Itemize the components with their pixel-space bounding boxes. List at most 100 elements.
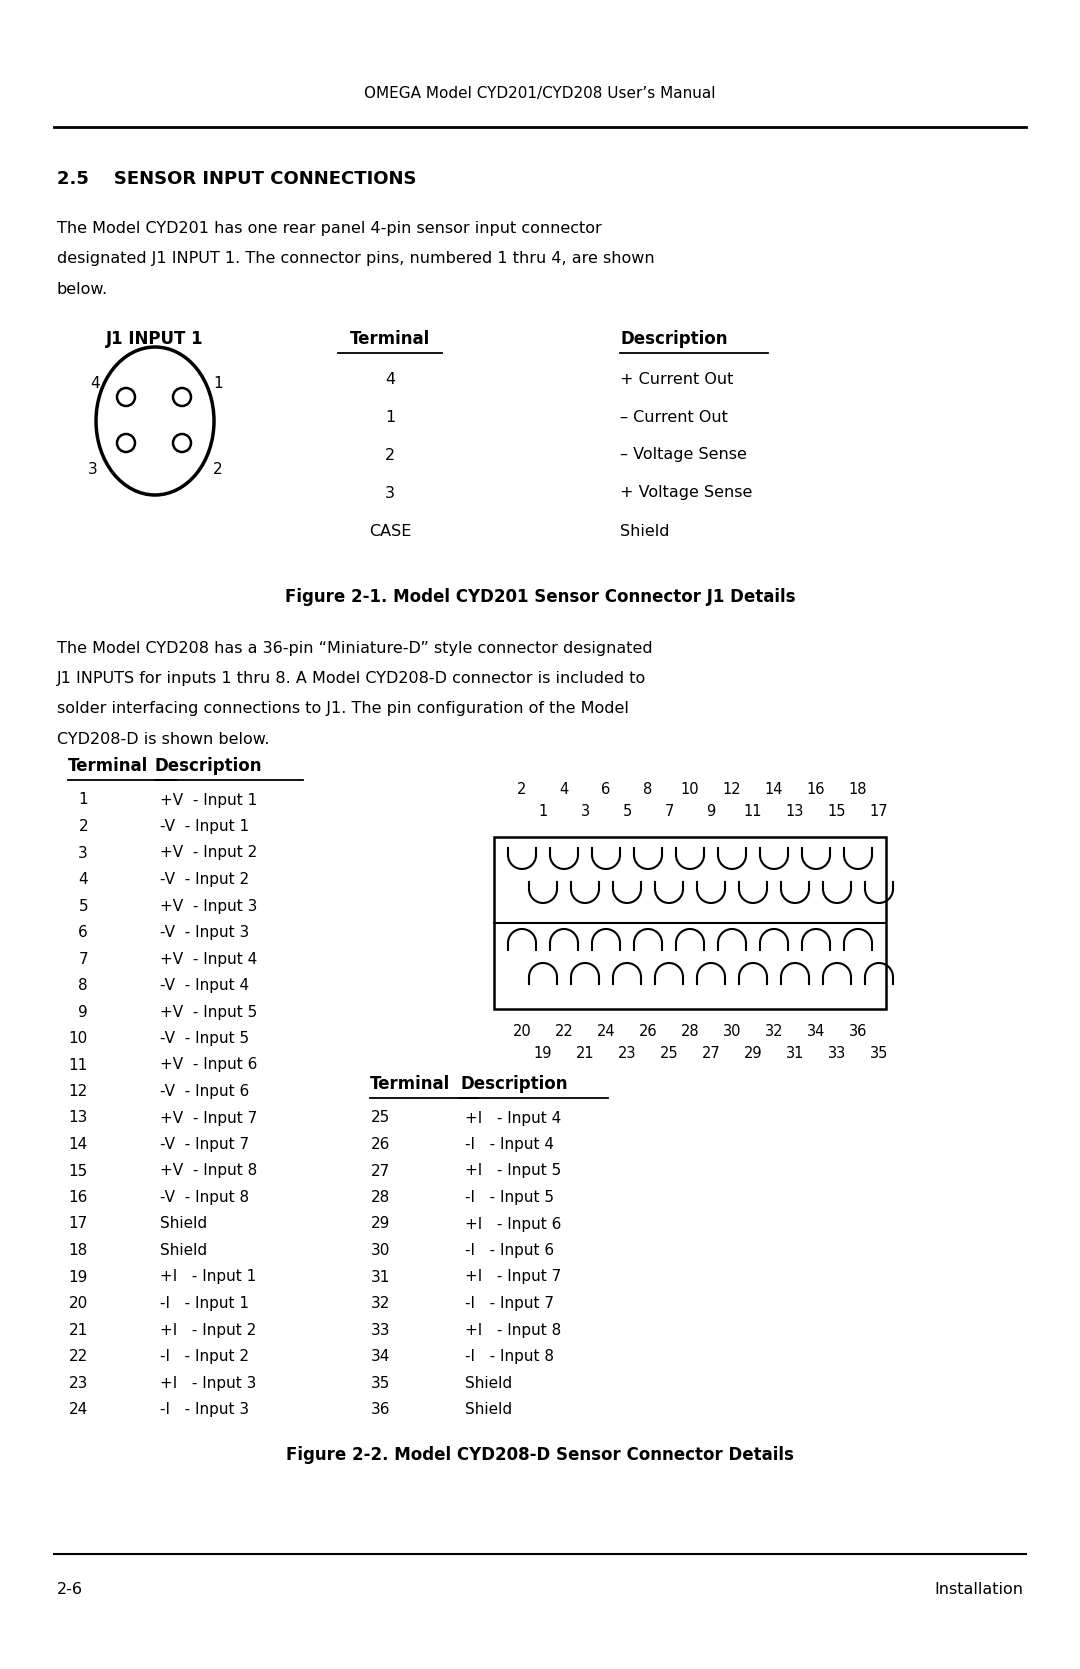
Text: 6: 6 bbox=[602, 781, 610, 796]
Text: Description: Description bbox=[156, 758, 262, 774]
Text: -V  - Input 6: -V - Input 6 bbox=[160, 1083, 249, 1098]
Text: Description: Description bbox=[460, 1075, 567, 1093]
Text: -V  - Input 5: -V - Input 5 bbox=[160, 1031, 249, 1046]
Text: -I   - Input 1: -I - Input 1 bbox=[160, 1297, 249, 1312]
Text: 26: 26 bbox=[370, 1137, 390, 1152]
Text: 7: 7 bbox=[79, 951, 87, 966]
Text: 4: 4 bbox=[79, 871, 87, 886]
Text: Terminal: Terminal bbox=[68, 758, 148, 774]
Text: 30: 30 bbox=[370, 1243, 390, 1258]
Text: 12: 12 bbox=[69, 1083, 87, 1098]
Text: 27: 27 bbox=[702, 1046, 720, 1061]
Text: +I   - Input 5: +I - Input 5 bbox=[465, 1163, 562, 1178]
Text: +V  - Input 4: +V - Input 4 bbox=[160, 951, 257, 966]
Text: 28: 28 bbox=[680, 1023, 700, 1038]
Text: 17: 17 bbox=[69, 1217, 87, 1232]
Text: 19: 19 bbox=[69, 1270, 87, 1285]
Text: 35: 35 bbox=[370, 1375, 390, 1390]
Text: 18: 18 bbox=[849, 781, 867, 796]
Text: J1 INPUT 1: J1 INPUT 1 bbox=[106, 330, 204, 349]
Text: solder interfacing connections to J1. The pin configuration of the Model: solder interfacing connections to J1. Th… bbox=[57, 701, 629, 716]
Text: 20: 20 bbox=[69, 1297, 87, 1312]
Text: 1: 1 bbox=[213, 377, 222, 392]
Text: -I   - Input 5: -I - Input 5 bbox=[465, 1190, 554, 1205]
Text: CASE: CASE bbox=[368, 524, 411, 539]
Text: 20: 20 bbox=[513, 1023, 531, 1038]
Text: Installation: Installation bbox=[934, 1582, 1023, 1597]
Text: 22: 22 bbox=[555, 1023, 573, 1038]
Text: 19: 19 bbox=[534, 1046, 552, 1061]
Text: 34: 34 bbox=[370, 1349, 390, 1364]
Text: 24: 24 bbox=[69, 1402, 87, 1417]
Text: Figure 2-2. Model CYD208-D Sensor Connector Details: Figure 2-2. Model CYD208-D Sensor Connec… bbox=[286, 1445, 794, 1464]
Text: 1: 1 bbox=[384, 409, 395, 424]
Text: 14: 14 bbox=[765, 781, 783, 796]
Text: 4: 4 bbox=[559, 781, 569, 796]
Text: J1 INPUTS for inputs 1 thru 8. A Model CYD208-D connector is included to: J1 INPUTS for inputs 1 thru 8. A Model C… bbox=[57, 671, 646, 686]
Text: +I   - Input 2: +I - Input 2 bbox=[160, 1322, 256, 1337]
Text: 31: 31 bbox=[370, 1270, 390, 1285]
Text: +I   - Input 4: +I - Input 4 bbox=[465, 1110, 562, 1125]
Text: 7: 7 bbox=[664, 803, 674, 818]
Text: 8: 8 bbox=[644, 781, 652, 796]
Text: 12: 12 bbox=[723, 781, 741, 796]
Text: 3: 3 bbox=[580, 803, 590, 818]
Text: 29: 29 bbox=[370, 1217, 390, 1232]
Text: 15: 15 bbox=[827, 803, 847, 818]
Text: 27: 27 bbox=[370, 1163, 390, 1178]
Text: 4: 4 bbox=[384, 372, 395, 387]
Text: -I   - Input 3: -I - Input 3 bbox=[160, 1402, 249, 1417]
Text: 1: 1 bbox=[538, 803, 548, 818]
Text: 13: 13 bbox=[69, 1110, 87, 1125]
Text: 10: 10 bbox=[69, 1031, 87, 1046]
Text: -I   - Input 8: -I - Input 8 bbox=[465, 1349, 554, 1364]
Text: 23: 23 bbox=[618, 1046, 636, 1061]
Text: 16: 16 bbox=[807, 781, 825, 796]
Text: -V  - Input 4: -V - Input 4 bbox=[160, 978, 249, 993]
Text: 14: 14 bbox=[69, 1137, 87, 1152]
Text: Shield: Shield bbox=[160, 1217, 207, 1232]
Text: -I   - Input 2: -I - Input 2 bbox=[160, 1349, 249, 1364]
Text: 31: 31 bbox=[786, 1046, 805, 1061]
Text: -V  - Input 3: -V - Input 3 bbox=[160, 925, 249, 940]
Text: +I   - Input 3: +I - Input 3 bbox=[160, 1375, 256, 1390]
Text: 9: 9 bbox=[706, 803, 716, 818]
Text: 3: 3 bbox=[89, 462, 98, 477]
Text: +V  - Input 1: +V - Input 1 bbox=[160, 793, 257, 808]
Text: 10: 10 bbox=[680, 781, 700, 796]
Text: 6: 6 bbox=[78, 925, 87, 940]
Text: below.: below. bbox=[57, 282, 108, 297]
Text: +V  - Input 3: +V - Input 3 bbox=[160, 898, 257, 913]
Text: +I   - Input 8: +I - Input 8 bbox=[465, 1322, 562, 1337]
Text: 21: 21 bbox=[69, 1322, 87, 1337]
Text: 15: 15 bbox=[69, 1163, 87, 1178]
Text: 35: 35 bbox=[869, 1046, 888, 1061]
Text: -V  - Input 7: -V - Input 7 bbox=[160, 1137, 249, 1152]
Text: 2-6: 2-6 bbox=[57, 1582, 83, 1597]
Text: The Model CYD201 has one rear panel 4-pin sensor input connector: The Model CYD201 has one rear panel 4-pi… bbox=[57, 222, 602, 237]
Text: designated J1 INPUT 1. The connector pins, numbered 1 thru 4, are shown: designated J1 INPUT 1. The connector pin… bbox=[57, 252, 654, 267]
Text: 13: 13 bbox=[786, 803, 805, 818]
Text: +V  - Input 2: +V - Input 2 bbox=[160, 846, 257, 861]
Text: 16: 16 bbox=[69, 1190, 87, 1205]
Text: 4: 4 bbox=[91, 377, 99, 392]
Text: 3: 3 bbox=[384, 486, 395, 501]
Text: 21: 21 bbox=[576, 1046, 594, 1061]
Text: 1: 1 bbox=[79, 793, 87, 808]
Text: Terminal: Terminal bbox=[350, 330, 430, 349]
Text: – Voltage Sense: – Voltage Sense bbox=[620, 447, 747, 462]
Text: 24: 24 bbox=[596, 1023, 616, 1038]
Text: +V  - Input 7: +V - Input 7 bbox=[160, 1110, 257, 1125]
Text: +I   - Input 1: +I - Input 1 bbox=[160, 1270, 256, 1285]
Text: Shield: Shield bbox=[465, 1375, 512, 1390]
Text: 28: 28 bbox=[370, 1190, 390, 1205]
Text: 2: 2 bbox=[213, 462, 222, 477]
Text: 34: 34 bbox=[807, 1023, 825, 1038]
Text: – Current Out: – Current Out bbox=[620, 409, 728, 424]
Text: -V  - Input 1: -V - Input 1 bbox=[160, 819, 249, 834]
Text: 32: 32 bbox=[370, 1297, 390, 1312]
Text: Shield: Shield bbox=[620, 524, 670, 539]
Text: 30: 30 bbox=[723, 1023, 741, 1038]
Text: 2.5    SENSOR INPUT CONNECTIONS: 2.5 SENSOR INPUT CONNECTIONS bbox=[57, 170, 417, 189]
Text: 2: 2 bbox=[384, 447, 395, 462]
